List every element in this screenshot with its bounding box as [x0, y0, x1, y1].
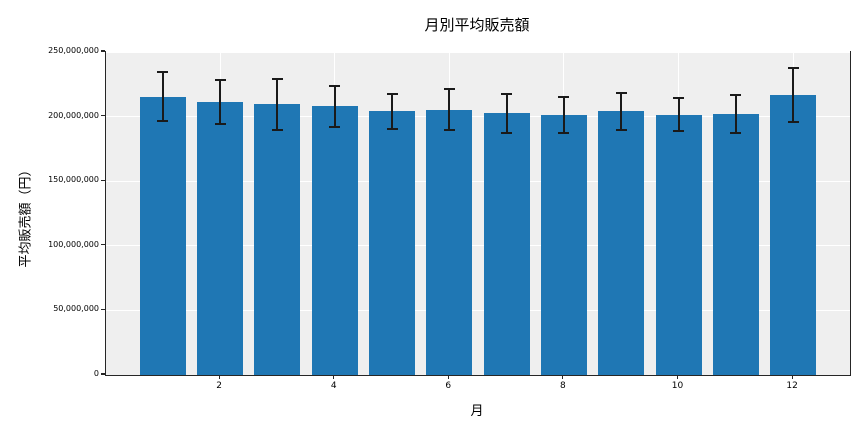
h-gridline	[106, 116, 850, 118]
y-tick-mark	[101, 115, 105, 117]
bar-month-2	[197, 101, 244, 375]
error-bar-month-10	[677, 97, 680, 132]
y-tick-label: 100,000,000	[48, 239, 99, 249]
error-bar-month-4	[333, 85, 336, 127]
bar-month-4	[311, 106, 358, 375]
error-cap-bottom-month-2	[214, 122, 226, 125]
error-bar-month-2	[219, 79, 222, 124]
error-cap-bottom-month-1	[157, 120, 169, 123]
error-cap-top-month-12	[787, 67, 799, 70]
y-tick-mark	[101, 50, 105, 52]
error-cap-top-month-3	[271, 78, 283, 81]
error-cap-top-month-8	[558, 96, 570, 99]
y-tick-label: 50,000,000	[53, 304, 99, 314]
error-bar-month-5	[391, 93, 393, 129]
error-cap-top-month-5	[386, 92, 398, 95]
x-axis-label: 月	[470, 404, 484, 419]
y-axis-label: 平均販売額（円）	[18, 163, 34, 268]
x-tick-label: 8	[560, 381, 566, 391]
bar-month-8	[540, 115, 587, 375]
y-tick-mark	[101, 373, 105, 375]
x-tick-mark	[218, 375, 220, 380]
error-cap-top-month-4	[329, 84, 341, 87]
error-cap-top-month-1	[157, 71, 169, 74]
error-cap-top-month-2	[214, 78, 226, 81]
bar-month-10	[655, 114, 702, 375]
error-cap-bottom-month-11	[730, 132, 742, 135]
x-tick-label: 10	[671, 381, 684, 391]
error-bar-month-7	[505, 93, 508, 133]
x-tick-mark	[562, 375, 564, 380]
chart-title: 月別平均販売額	[424, 16, 530, 34]
error-bar-month-3	[276, 79, 279, 130]
y-tick-label: 200,000,000	[48, 110, 99, 120]
error-bar-month-8	[562, 97, 565, 134]
error-bar-month-9	[620, 92, 623, 131]
bar-month-7	[483, 113, 530, 375]
x-tick-mark	[676, 375, 679, 380]
bar-month-12	[770, 95, 817, 375]
y-tick-label: 150,000,000	[48, 175, 99, 185]
error-cap-top-month-6	[443, 88, 455, 91]
error-bar-month-1	[161, 72, 164, 122]
y-tick-label: 250,000,000	[48, 46, 99, 55]
y-tick-label: 0	[93, 369, 99, 378]
error-cap-bottom-month-4	[329, 125, 341, 128]
error-cap-bottom-month-5	[386, 127, 398, 130]
error-bar-month-12	[792, 68, 795, 123]
error-cap-bottom-month-9	[615, 129, 627, 132]
error-cap-bottom-month-8	[558, 132, 570, 135]
h-gridline	[106, 309, 850, 311]
y-tick-mark	[101, 244, 105, 246]
h-gridline	[106, 180, 850, 182]
x-tick-label: 2	[216, 381, 222, 391]
x-tick-mark	[791, 375, 793, 380]
bar-month-1	[139, 96, 186, 375]
x-tick-mark	[333, 375, 335, 380]
bar-month-6	[426, 109, 473, 375]
x-tick-label: 12	[786, 381, 798, 391]
error-cap-bottom-month-3	[271, 128, 283, 131]
y-tick-mark	[101, 179, 105, 181]
x-tick-mark	[447, 375, 449, 380]
x-tick-label: 4	[330, 381, 337, 391]
error-cap-bottom-month-7	[501, 131, 513, 134]
h-gridline	[106, 51, 850, 53]
error-cap-bottom-month-12	[787, 121, 799, 124]
error-cap-bottom-month-6	[443, 128, 455, 131]
error-cap-top-month-9	[615, 91, 627, 94]
error-bar-month-6	[448, 89, 451, 130]
y-tick-mark	[101, 308, 105, 310]
bar-month-11	[712, 114, 759, 375]
error-cap-top-month-7	[501, 92, 513, 95]
x-tick-label: 6	[445, 381, 452, 391]
error-cap-bottom-month-10	[673, 130, 684, 133]
bar-month-5	[369, 111, 415, 375]
plot-area	[105, 51, 851, 376]
bar-month-3	[254, 104, 301, 375]
error-bar-month-11	[734, 94, 737, 134]
error-cap-top-month-11	[730, 93, 742, 96]
bar-month-9	[598, 111, 645, 375]
error-cap-top-month-10	[673, 96, 684, 99]
h-gridline	[106, 245, 850, 247]
